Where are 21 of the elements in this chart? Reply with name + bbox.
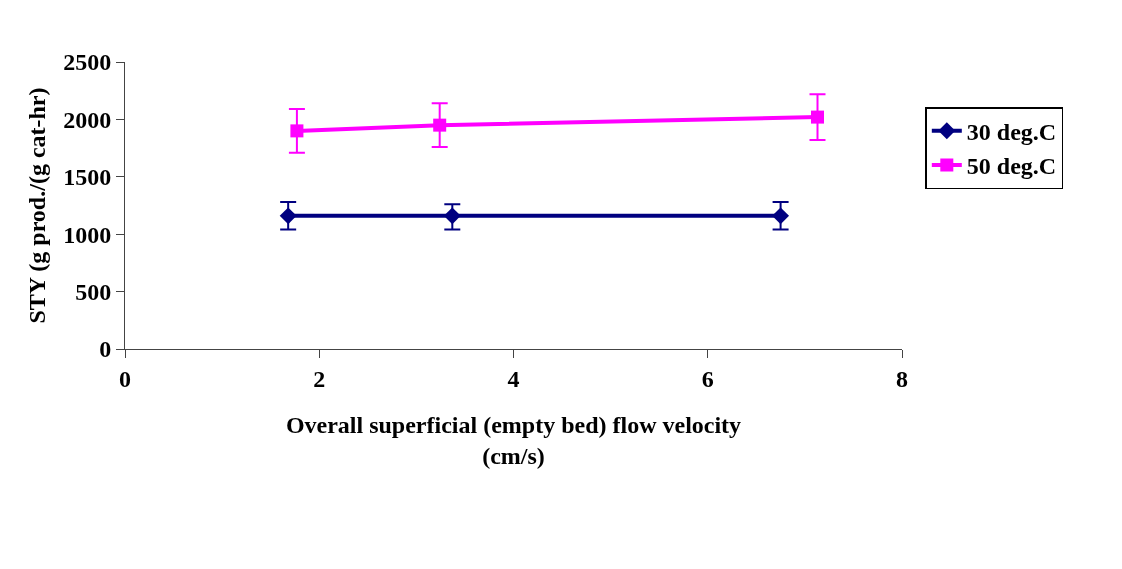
legend-label: 50 deg.C (966, 153, 1057, 180)
point (811, 110, 824, 124)
y-tick-label: 0 (99, 336, 112, 363)
x-tick-label: 2 (313, 365, 326, 392)
x-tick-label: 6 (701, 365, 714, 392)
y-tick-label: 2000 (63, 106, 112, 133)
x-tick-label: 8 (896, 365, 908, 392)
point (433, 118, 447, 132)
legend-label: 30 deg.C (966, 119, 1057, 146)
x-axis-title: Overall superficial (empty bed) flow velocity (cm/s) (285, 412, 742, 470)
x-tick-label: 4 (507, 365, 520, 392)
point (772, 207, 790, 225)
point (279, 207, 297, 225)
y-tick-label: 2500 (63, 49, 112, 76)
point (290, 124, 304, 138)
x-tick-label: 0 (119, 365, 131, 392)
y-tick-label: 1000 (63, 221, 112, 248)
y-tick-label: 1500 (63, 164, 112, 191)
y-tick-label: 500 (75, 279, 112, 305)
y-axis-title: STY (g prod./(g cat-hr) (24, 87, 51, 324)
point (443, 207, 461, 225)
